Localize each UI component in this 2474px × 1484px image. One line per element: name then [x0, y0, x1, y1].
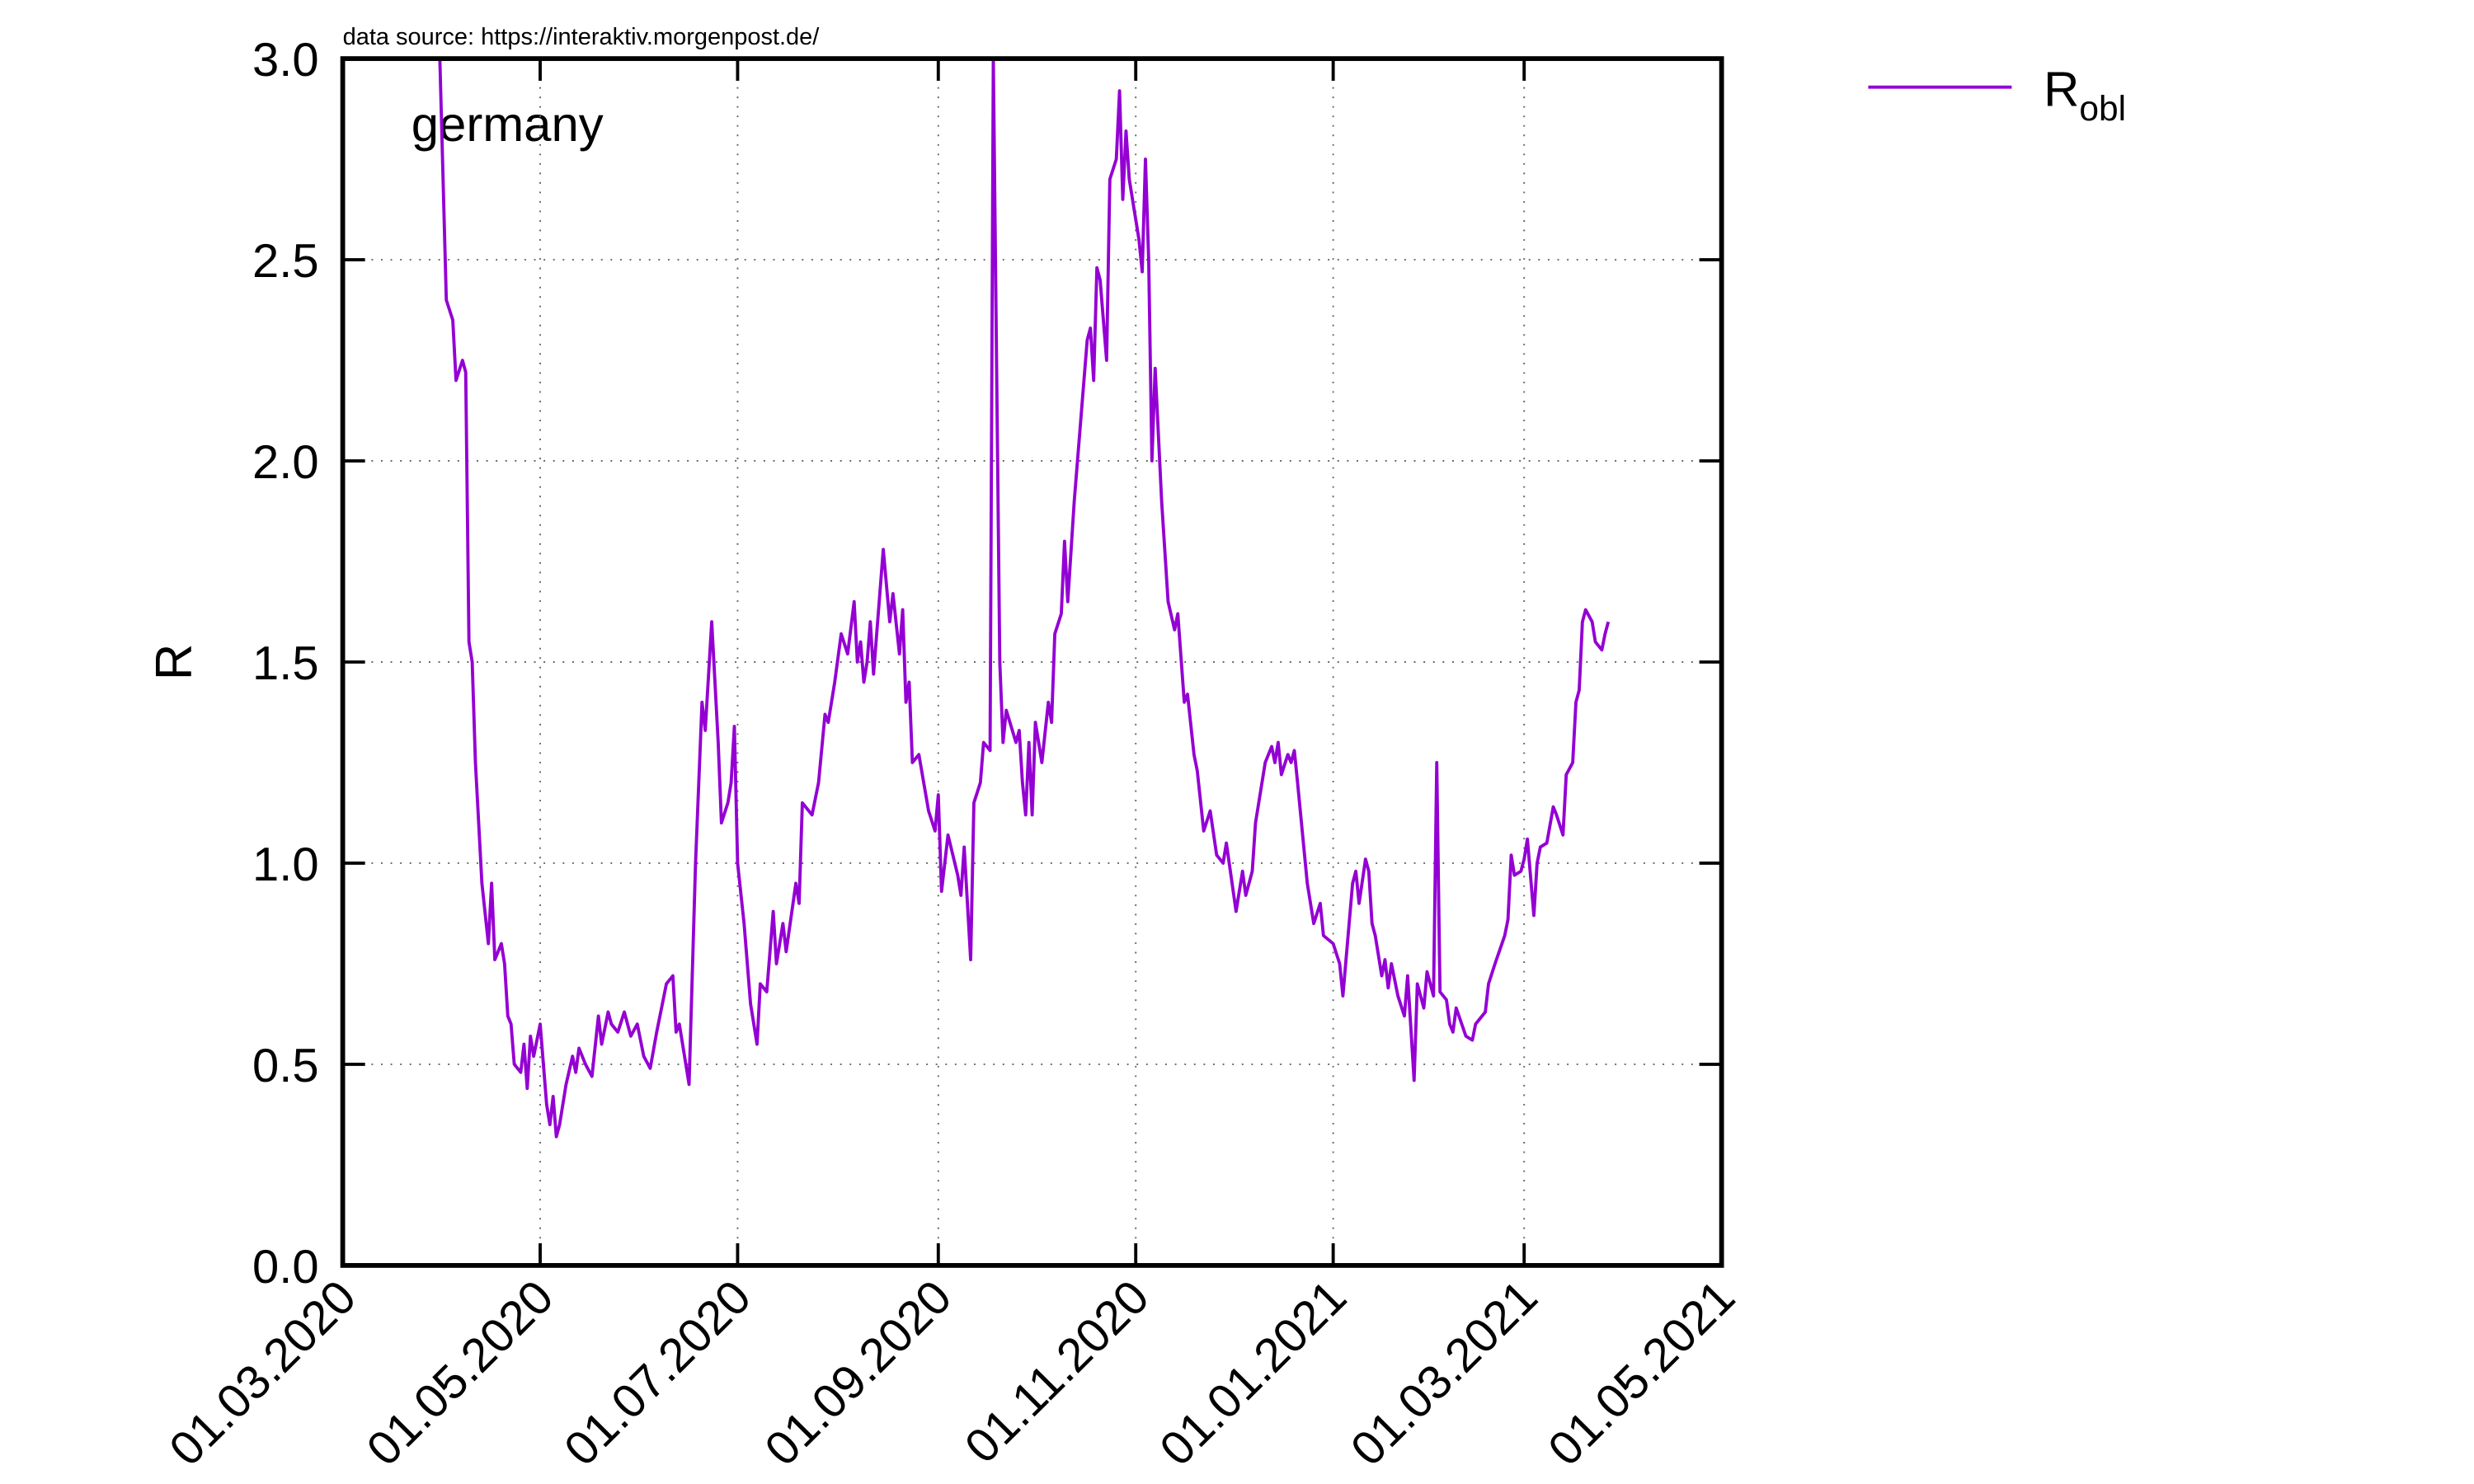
y-tick-label: 2.0 [252, 436, 319, 489]
y-tick-label: 1.0 [252, 838, 319, 891]
legend-name: R [2044, 62, 2079, 117]
legend-subscript: obl [2079, 89, 2126, 128]
data-source: data source: https://interaktiv.morgenpo… [343, 24, 821, 50]
data-line [438, 59, 1611, 1139]
y-tick-label: 1.5 [252, 637, 319, 690]
y-tick-label: 0.5 [252, 1040, 319, 1092]
legend: Robl [1868, 62, 2126, 128]
y-tick-label: 0.0 [252, 1241, 319, 1294]
y-axis-label: R [146, 644, 203, 680]
y-tick-label: 2.5 [252, 235, 319, 288]
plot-area [438, 59, 1611, 1139]
legend-label: Robl [2044, 62, 2126, 128]
y-tick-label: 3.0 [252, 34, 319, 87]
